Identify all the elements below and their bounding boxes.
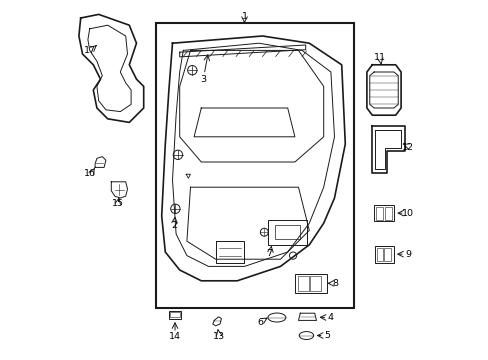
Bar xyxy=(267,220,307,245)
Text: 4: 4 xyxy=(327,313,333,323)
Bar xyxy=(384,207,391,220)
Text: 6: 6 xyxy=(257,318,263,327)
Bar xyxy=(168,311,181,319)
Text: 16: 16 xyxy=(84,169,96,178)
Text: 9: 9 xyxy=(405,250,410,259)
Text: 13: 13 xyxy=(212,332,224,341)
Text: 7: 7 xyxy=(266,249,272,258)
Text: 11: 11 xyxy=(373,53,386,62)
Bar xyxy=(156,23,354,308)
Text: 14: 14 xyxy=(169,332,181,341)
Bar xyxy=(170,312,179,317)
Text: 17: 17 xyxy=(84,46,96,55)
Text: 8: 8 xyxy=(331,279,338,288)
Text: 5: 5 xyxy=(324,331,329,340)
Bar xyxy=(373,205,393,221)
Bar xyxy=(275,225,300,239)
Bar xyxy=(309,276,320,291)
Text: 15: 15 xyxy=(112,199,123,208)
Text: 3: 3 xyxy=(200,75,206,84)
Bar xyxy=(375,207,382,220)
Bar xyxy=(374,246,393,263)
Bar xyxy=(294,274,326,293)
Bar xyxy=(376,248,382,261)
Text: 1: 1 xyxy=(241,12,247,21)
Bar xyxy=(384,248,390,261)
Bar xyxy=(297,276,308,291)
Text: 12: 12 xyxy=(402,143,413,152)
Text: 10: 10 xyxy=(402,209,413,217)
Text: 2: 2 xyxy=(171,220,177,230)
